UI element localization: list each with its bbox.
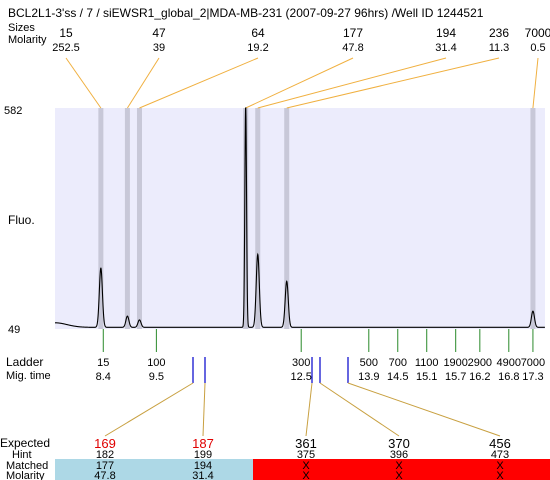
ladder-size-label: 1100 <box>415 357 439 369</box>
peak-molarity-label: 47.8 <box>342 42 363 54</box>
row-label-mig-time: Mig. time <box>6 370 51 382</box>
row-label-hint: Hint <box>12 449 32 461</box>
ladder-size-label: 7000 <box>521 357 545 369</box>
expected-molarity: 47.8 <box>94 470 115 480</box>
ladder-size-label: 500 <box>360 357 378 369</box>
peak-molarity-label: 0.5 <box>530 42 545 54</box>
expected-matched: 194 <box>194 460 212 472</box>
ladder-size-label: 700 <box>389 357 407 369</box>
ladder-time-label: 17.3 <box>522 371 543 383</box>
peak-labels: 15 252.5 47 39 64 19.2 177 47.8 194 31.4 236 11.3 70… <box>52 26 550 54</box>
expected-matched: 177 <box>96 460 114 472</box>
unmatched-band <box>253 459 550 480</box>
ladder-size-label: 2900 <box>468 357 492 369</box>
peak-link <box>245 57 354 109</box>
expected-link <box>104 382 194 437</box>
peak-size-label: 177 <box>343 26 363 40</box>
peak-link <box>139 57 259 109</box>
ladder-time-label: 15.1 <box>416 371 437 383</box>
y-tick-max: 582 <box>4 105 22 117</box>
expected-matched: X <box>496 460 504 472</box>
peak-size-label: 236 <box>489 26 509 40</box>
expected-molarity: X <box>302 470 310 480</box>
peak-molarity-label: 252.5 <box>52 42 80 54</box>
ladder-time-label: 16.8 <box>498 371 519 383</box>
peak-molarity-label: 31.4 <box>435 42 456 54</box>
chart-title: BCL2L1-3'ss / 7 / siEWSR1_global_2|MDA-M… <box>8 6 484 20</box>
peak-band <box>255 108 261 329</box>
ladder-time-label: 16.2 <box>469 371 490 383</box>
row-label-molarity-bottom: Molarity <box>6 470 45 480</box>
peak-size-label: 194 <box>436 26 456 40</box>
expected-link <box>347 382 501 437</box>
fluorescence-trace <box>55 107 545 328</box>
peak-band <box>136 108 142 329</box>
row-label-expected: Expected <box>0 436 50 450</box>
row-label-molarity: Molarity <box>8 34 47 46</box>
ladder-time-label: 12.5 <box>290 371 311 383</box>
peak-link <box>532 57 539 109</box>
expected-hint: 396 <box>390 449 408 461</box>
peak-molarity-label: 39 <box>153 42 165 54</box>
peak-band <box>284 108 290 329</box>
expected-markers <box>104 357 501 437</box>
expected-molarity: X <box>395 470 403 480</box>
row-label-matched: Matched <box>6 460 48 472</box>
y-tick-min: 49 <box>8 324 20 336</box>
expected-link <box>202 382 206 437</box>
matched-band <box>55 459 253 480</box>
peak-link <box>126 57 160 109</box>
ladder-size-label: 15 <box>97 357 109 369</box>
peak-band <box>243 108 249 329</box>
ladder-time-label: 9.5 <box>149 371 164 383</box>
peak-link <box>257 57 447 109</box>
expected-size: 169 <box>94 436 116 451</box>
row-label-sizes: Sizes <box>8 22 35 34</box>
ladder-time-label: 15.7 <box>445 371 466 383</box>
peak-molarity-label: 19.2 <box>247 42 268 54</box>
expected-matched: X <box>302 460 310 472</box>
expected-size: 456 <box>489 436 511 451</box>
expected-molarity: 31.4 <box>192 470 213 480</box>
expected-size: 361 <box>295 436 317 451</box>
peak-band <box>98 108 104 329</box>
peak-link <box>286 57 500 109</box>
expected-link <box>305 382 313 437</box>
ladder-size-label: 100 <box>147 357 165 369</box>
ladder-size-label: 1900 <box>443 357 467 369</box>
plot-area <box>55 108 545 329</box>
expected-table: 16918217747.818719919431.4361375XX370396… <box>94 436 511 480</box>
peak-band <box>530 108 536 329</box>
peak-band <box>124 108 130 329</box>
expected-size: 187 <box>192 436 214 451</box>
row-label-ladder: Ladder <box>6 355 43 369</box>
ladder-size-label: 4900 <box>497 357 521 369</box>
expected-link <box>319 382 400 437</box>
expected-size: 370 <box>388 436 410 451</box>
expected-hint: 473 <box>491 449 509 461</box>
ladder-time-label: 14.5 <box>387 371 408 383</box>
expected-molarity: X <box>496 470 504 480</box>
ladder-marks: 15 8.4 100 9.5 300 12.5 500 13.9 700 14.5 1100 15.1… <box>96 329 545 383</box>
expected-hint: 199 <box>194 449 212 461</box>
y-axis-label: Fluo. <box>8 213 35 227</box>
expected-matched: X <box>395 460 403 472</box>
ladder-time-label: 13.9 <box>358 371 379 383</box>
peak-size-label: 47 <box>152 26 166 40</box>
peak-size-label: 7000 <box>525 26 550 40</box>
ladder-size-label: 300 <box>292 357 310 369</box>
peak-size-label: 64 <box>251 26 265 40</box>
peak-size-label: 15 <box>59 26 73 40</box>
expected-hint: 375 <box>297 449 315 461</box>
peak-links <box>65 57 539 109</box>
ladder-time-label: 8.4 <box>96 371 111 383</box>
peak-bands <box>98 108 536 329</box>
peak-molarity-label: 11.3 <box>489 42 510 54</box>
expected-hint: 182 <box>96 449 114 461</box>
peak-link <box>65 57 102 109</box>
